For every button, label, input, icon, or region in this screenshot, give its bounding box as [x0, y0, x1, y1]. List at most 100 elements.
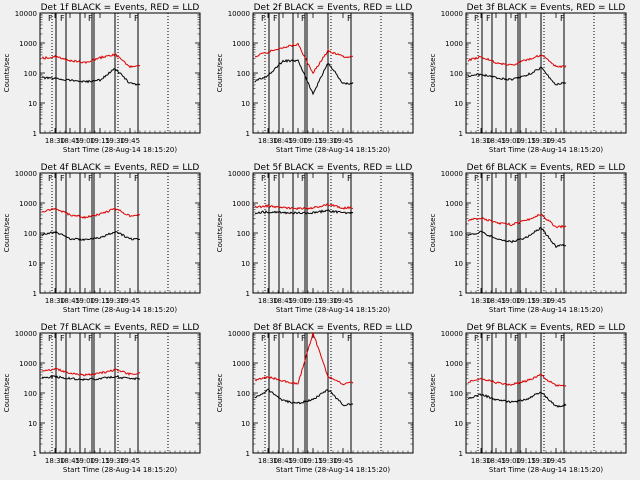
lld-series-line	[467, 213, 567, 229]
flag-mark: F	[560, 14, 565, 23]
x-tick-label: 19:45	[333, 137, 353, 145]
y-tick-label: 10000	[441, 10, 463, 18]
flag-mark: F	[134, 14, 139, 23]
y-tick-label: 1000	[19, 40, 37, 48]
y-tick-label: 10	[28, 260, 37, 268]
lld-series-line	[254, 42, 354, 75]
flag-mark: F	[60, 174, 65, 183]
y-tick-label: 10000	[228, 10, 250, 18]
x-axis-label: Start Time (28-Aug-14 18:15:20)	[63, 466, 177, 474]
x-tick-label: 19:00	[288, 457, 308, 465]
y-axis-label: Counts/sec	[216, 54, 224, 93]
flag-mark: F	[474, 14, 479, 23]
x-tick-label: 19:45	[546, 137, 566, 145]
x-tick-label: 18:30	[471, 137, 491, 145]
x-tick-label: 19:30	[105, 137, 125, 145]
chart-title: Det 3f BLACK = Events, RED = LLD	[467, 3, 626, 13]
chart-title: Det 6f BLACK = Events, RED = LLD	[467, 163, 626, 173]
x-tick-label: 19:45	[333, 297, 353, 305]
y-tick-label: 1000	[445, 40, 463, 48]
y-tick-label: 10	[241, 100, 250, 108]
flag-mark: F	[88, 174, 93, 183]
y-tick-label: 1000	[19, 360, 37, 368]
flag-mark: F	[347, 174, 352, 183]
flag-mark: F	[60, 14, 65, 23]
y-axis-label: Counts/sec	[216, 214, 224, 253]
y-tick-label: 10000	[15, 330, 37, 338]
y-tick-label: 10000	[228, 330, 250, 338]
y-tick-label: 1	[459, 290, 463, 298]
y-tick-label: 10000	[441, 170, 463, 178]
chart-panel-4: Det 4f BLACK = Events, RED = LLD Counts/s…	[3, 163, 201, 314]
plot-frame	[465, 172, 627, 294]
y-tick-label: 10000	[441, 330, 463, 338]
x-tick-label: 19:30	[318, 297, 338, 305]
events-series-line	[41, 230, 140, 242]
y-tick-label: 10000	[15, 10, 37, 18]
flag-mark: F	[88, 334, 93, 343]
y-tick-label: 10	[28, 100, 37, 108]
x-axis-label: Start Time (28-Aug-14 18:15:20)	[276, 146, 390, 154]
plot-frame	[252, 172, 414, 294]
flag-mark: F	[486, 334, 491, 343]
y-tick-label: 1	[246, 450, 250, 458]
lld-series-line	[41, 53, 141, 69]
y-tick-label: 1000	[232, 360, 250, 368]
chart-title: Det 7f BLACK = Events, RED = LLD	[41, 323, 200, 333]
chart-panel-8: Det 8f BLACK = Events, RED = LLD Counts/s…	[216, 323, 414, 474]
flag-mark: F	[261, 334, 266, 343]
x-tick-label: 18:30	[45, 457, 65, 465]
y-tick-label: 100	[24, 230, 37, 238]
x-tick-label: 19:00	[75, 137, 95, 145]
x-axis-label: Start Time (28-Aug-14 18:15:20)	[489, 466, 603, 474]
flag-mark: F	[134, 334, 139, 343]
x-tick-label: 19:30	[318, 137, 338, 145]
flag-mark: F	[347, 334, 352, 343]
y-tick-label: 1	[459, 450, 463, 458]
y-tick-label: 10000	[228, 170, 250, 178]
flag-mark: F	[48, 174, 53, 183]
events-series-line	[41, 375, 140, 382]
chart-panel-1: Det 1f BLACK = Events, RED = LLD Counts/s…	[3, 3, 201, 154]
flag-mark: F	[261, 174, 266, 183]
y-axis-label: Counts/sec	[3, 374, 11, 413]
x-tick-label: 19:00	[501, 137, 521, 145]
flag-mark: F	[88, 14, 93, 23]
y-tick-label: 100	[24, 70, 37, 78]
y-tick-label: 1	[459, 130, 463, 138]
y-tick-label: 1	[33, 130, 37, 138]
plot-frame	[252, 12, 414, 134]
x-tick-label: 18:30	[471, 297, 491, 305]
x-tick-label: 19:45	[120, 137, 140, 145]
y-axis-label: Counts/sec	[429, 374, 437, 413]
x-tick-label: 19:45	[120, 457, 140, 465]
flag-mark: F	[301, 14, 306, 23]
x-tick-label: 19:00	[501, 297, 521, 305]
x-axis-label: Start Time (28-Aug-14 18:15:20)	[489, 146, 603, 154]
y-axis-label: Counts/sec	[429, 54, 437, 93]
y-tick-label: 10	[28, 420, 37, 428]
flag-mark: F	[48, 334, 53, 343]
events-series-line	[467, 391, 567, 408]
flag-mark: F	[347, 14, 352, 23]
events-series-line	[254, 209, 354, 215]
x-tick-label: 18:45	[486, 457, 506, 465]
y-tick-label: 1000	[232, 40, 250, 48]
chart-title: Det 9f BLACK = Events, RED = LLD	[467, 323, 626, 333]
lld-series-line	[467, 54, 567, 69]
y-tick-label: 1	[33, 290, 37, 298]
y-tick-label: 100	[450, 230, 463, 238]
x-tick-label: 18:45	[273, 297, 293, 305]
x-tick-label: 19:00	[288, 137, 308, 145]
x-tick-label: 19:15	[516, 297, 536, 305]
flag-mark: F	[514, 334, 519, 343]
x-tick-label: 18:45	[60, 297, 80, 305]
x-tick-label: 18:45	[273, 137, 293, 145]
x-tick-label: 19:15	[516, 457, 536, 465]
x-axis-label: Start Time (28-Aug-14 18:15:20)	[276, 306, 390, 314]
x-tick-label: 19:15	[303, 457, 323, 465]
lld-series-line	[254, 203, 353, 211]
x-axis-label: Start Time (28-Aug-14 18:15:20)	[489, 306, 603, 314]
flag-mark: F	[60, 334, 65, 343]
flag-mark: F	[134, 174, 139, 183]
